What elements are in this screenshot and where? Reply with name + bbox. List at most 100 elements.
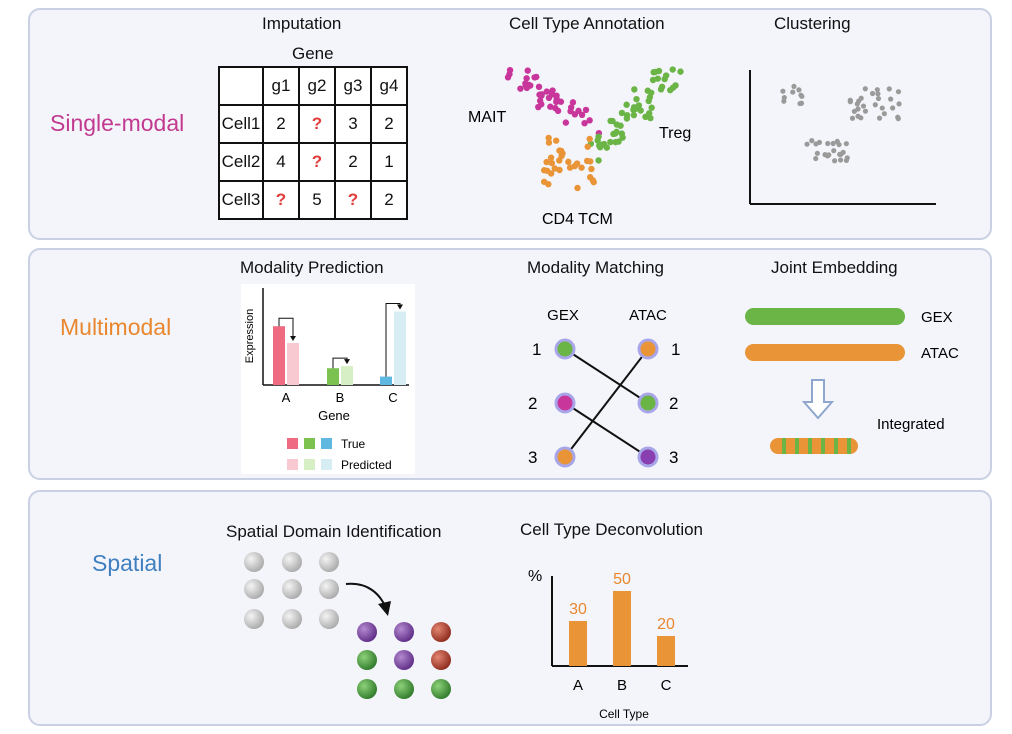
missing-value-cell: ? [334,180,372,220]
true-bar [327,368,339,385]
gex-node-3 [554,446,576,468]
cluster-point [858,115,864,121]
deconv-bar [613,591,631,666]
treg-cell-dot [635,102,643,109]
cluster-point [799,93,805,99]
table-cell: 2 [370,180,408,220]
cd4-cell-dot [548,159,556,167]
cluster-point [814,150,820,156]
cd4-cell-dot [556,166,563,174]
mait-cell-dot [523,75,530,82]
atac-bar-label: ATAC [921,345,959,362]
treg-cell-dot [647,114,654,122]
modality-matching-title: Modality Matching [527,258,665,277]
row-header: Cell3 [218,180,264,220]
cluster-point [879,105,885,111]
legend-pred-pink [287,459,298,470]
imputation-title: Imputation [262,14,342,33]
cd4-cell-dot [556,157,563,164]
legend-predicted-label: Predicted [341,458,392,472]
atac-node-2 [637,392,659,414]
cluster-point [790,89,796,95]
cd4-cell-dot [574,184,581,192]
table-cell: 3 [334,104,372,144]
predicted-bar [341,366,353,385]
legend-pred-blue [321,459,332,470]
deconvolution-title: Cell Type Deconvolution [520,520,704,539]
treg-cell-dot [645,110,653,117]
cluster-point [855,106,861,112]
deconv-x-label: Cell Type [599,707,649,721]
atac-header: ATAC [629,307,667,324]
cluster-point [843,157,849,164]
legend-true-green [304,438,315,449]
treg-cell-dot [623,101,630,108]
column-header: g2 [298,66,336,106]
domain-spot [394,679,414,699]
cluster-point [872,102,878,108]
true-bar [273,326,285,385]
pred-tick-c: C [388,390,397,405]
integrated-stripe [847,438,851,454]
treg-label: Treg [659,125,691,142]
cluster-point [849,115,856,121]
deconv-tick-a: A [573,677,583,694]
column-header: g4 [370,66,408,106]
integrated-stripe [808,438,812,454]
single-modal-label: Single-modal [50,110,185,136]
cd4-cell-dot [573,160,581,167]
mait-cell-dot [533,73,540,81]
unlabeled-spot [319,609,339,629]
mait-cell-dot [543,88,550,95]
gex-header: GEX [547,307,579,324]
joint-embedding-diagram: GEX ATAC Integrated [745,308,959,454]
match-line-2 [564,402,649,458]
cluster-point [843,141,849,147]
arrow-head-icon [397,304,403,310]
treg-cell-dot [603,144,610,151]
unlabeled-spot [319,552,339,572]
missing-value-cell: ? [262,180,300,220]
deconv-value-label-b: 50 [613,571,631,588]
atac-node-1 [637,338,659,360]
arrow-head-icon [344,359,350,365]
gene-label: Gene [292,44,334,63]
imputation-table: g1 g2 g3 g4 Cell1 2 ? 3 2 Cell2 4 ? 2 1 … [218,66,408,220]
treg-cell-dot [648,104,655,111]
table-cell: 2 [370,104,408,144]
deconv-y-label: % [528,568,542,585]
deconv-value-label-c: 20 [657,616,675,633]
treg-cell-dot [607,117,614,125]
row-header: Cell1 [218,104,264,144]
domain-spot [431,679,451,699]
column-header: g3 [334,66,372,106]
mait-cell-dot [547,103,554,110]
cd4-tcm-label: CD4 TCM [542,211,613,228]
treg-cell-dot [669,66,676,73]
mait-cell-dot [538,101,545,108]
cluster-point [875,91,881,97]
spatial-spots [244,552,451,699]
cluster-point [860,103,867,109]
left-number-3: 3 [528,448,537,467]
prediction-legend: True Predicted [287,437,392,472]
annotation-dots [504,66,684,192]
deconv-value-label-a: 30 [569,601,587,618]
treg-cell-dot [657,86,665,93]
pred-tick-b: B [336,390,345,405]
mait-cell-dot [504,74,512,81]
cd4-cell-dot [547,170,555,177]
cluster-point [888,96,894,102]
cluster-point [830,140,836,147]
mait-cell-dot [569,99,577,106]
table-cell: 1 [370,142,408,182]
unlabeled-spot [244,552,264,572]
cluster-point [781,98,787,104]
left-number-2: 2 [528,394,537,413]
cluster-point [780,88,786,94]
mait-cell-dot [538,92,545,99]
row-header: Cell2 [218,142,264,182]
cluster-point [832,158,838,164]
treg-cell-dot [630,104,638,111]
treg-cell-dot [677,68,684,75]
